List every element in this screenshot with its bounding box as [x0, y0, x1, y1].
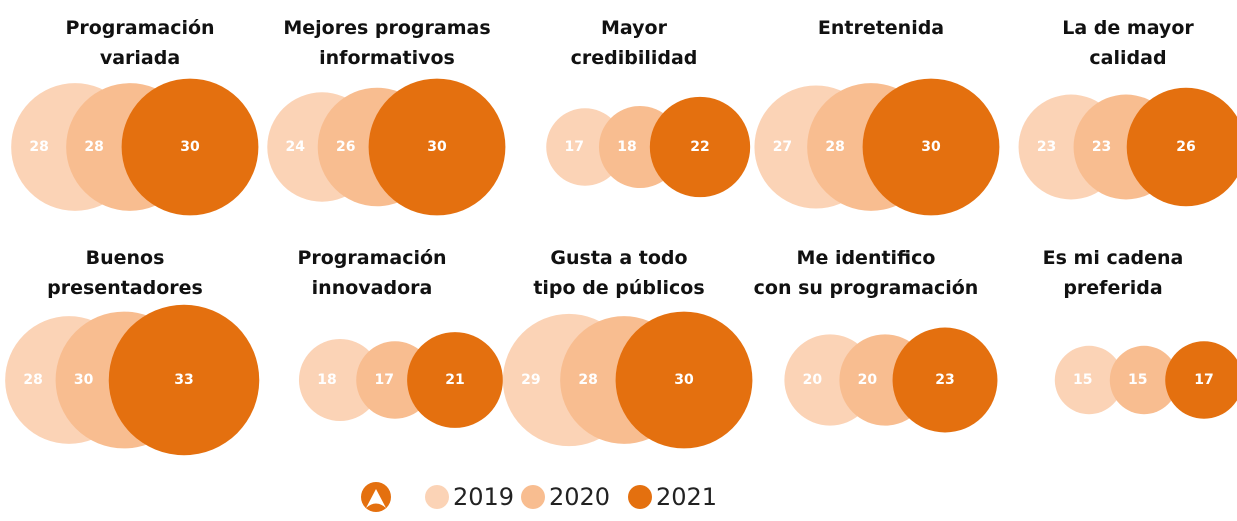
data-label: 17 — [564, 139, 583, 155]
bubble — [108, 304, 260, 456]
panel-title: Mejores programas informativos — [283, 17, 491, 69]
bubble — [298, 338, 382, 422]
bubble — [1109, 345, 1179, 415]
data-label: 17 — [374, 372, 393, 388]
data-label: 30 — [180, 139, 200, 155]
legend-marker — [521, 485, 545, 509]
data-label: 29 — [521, 372, 540, 388]
data-label: 20 — [858, 372, 878, 388]
data-label: 15 — [1073, 372, 1092, 388]
data-label: 26 — [1176, 139, 1195, 155]
bubble — [1165, 341, 1237, 419]
bubble — [368, 78, 506, 216]
panel-title: Programación variada — [65, 17, 215, 69]
data-label: 30 — [921, 139, 941, 155]
data-label: 30 — [674, 372, 694, 388]
data-label: 23 — [1037, 139, 1056, 155]
data-label: 28 — [29, 139, 48, 155]
data-label: 20 — [803, 372, 823, 388]
bubble — [1054, 345, 1124, 415]
panel-title: Buenos presentadores — [47, 247, 203, 299]
data-label: 28 — [84, 139, 103, 155]
bubble — [892, 327, 998, 433]
data-label: 28 — [578, 372, 597, 388]
legend-marker — [425, 485, 449, 509]
data-label: 22 — [690, 139, 709, 155]
data-label: 18 — [617, 139, 636, 155]
data-label: 27 — [773, 139, 792, 155]
panel-title: Me identifico con su programación — [753, 247, 979, 299]
data-label: 33 — [174, 372, 193, 388]
legend-label: 2021 — [656, 483, 717, 511]
panel-title: Es mi cadena preferida — [1042, 247, 1184, 299]
data-label: 17 — [1194, 372, 1213, 388]
legend-label: 2019 — [453, 483, 514, 511]
data-label: 26 — [336, 139, 355, 155]
legend-marker — [628, 485, 652, 509]
data-label: 28 — [23, 372, 42, 388]
bubble — [407, 332, 503, 428]
data-label: 21 — [445, 372, 464, 388]
data-label: 24 — [286, 139, 306, 155]
bubble — [649, 96, 751, 198]
bubble — [615, 311, 753, 449]
data-label: 15 — [1128, 372, 1147, 388]
panel-title: La de mayor calidad — [1062, 17, 1194, 69]
data-label: 30 — [427, 139, 447, 155]
data-label: 28 — [825, 139, 844, 155]
panel-title: Gusta a todo tipo de públicos — [533, 247, 705, 299]
panel-title: Programación innovadora — [297, 247, 447, 299]
panel-title: Entretenida — [817, 17, 945, 39]
panel-title: Mayor credibilidad — [570, 17, 698, 69]
data-label: 23 — [935, 372, 954, 388]
data-label: 23 — [1092, 139, 1111, 155]
bubble — [121, 78, 259, 216]
data-label: 18 — [317, 372, 336, 388]
legend-label: 2020 — [549, 483, 610, 511]
bubble — [1126, 87, 1237, 207]
bubble — [862, 78, 1000, 216]
logo — [361, 482, 391, 512]
data-label: 30 — [74, 372, 94, 388]
